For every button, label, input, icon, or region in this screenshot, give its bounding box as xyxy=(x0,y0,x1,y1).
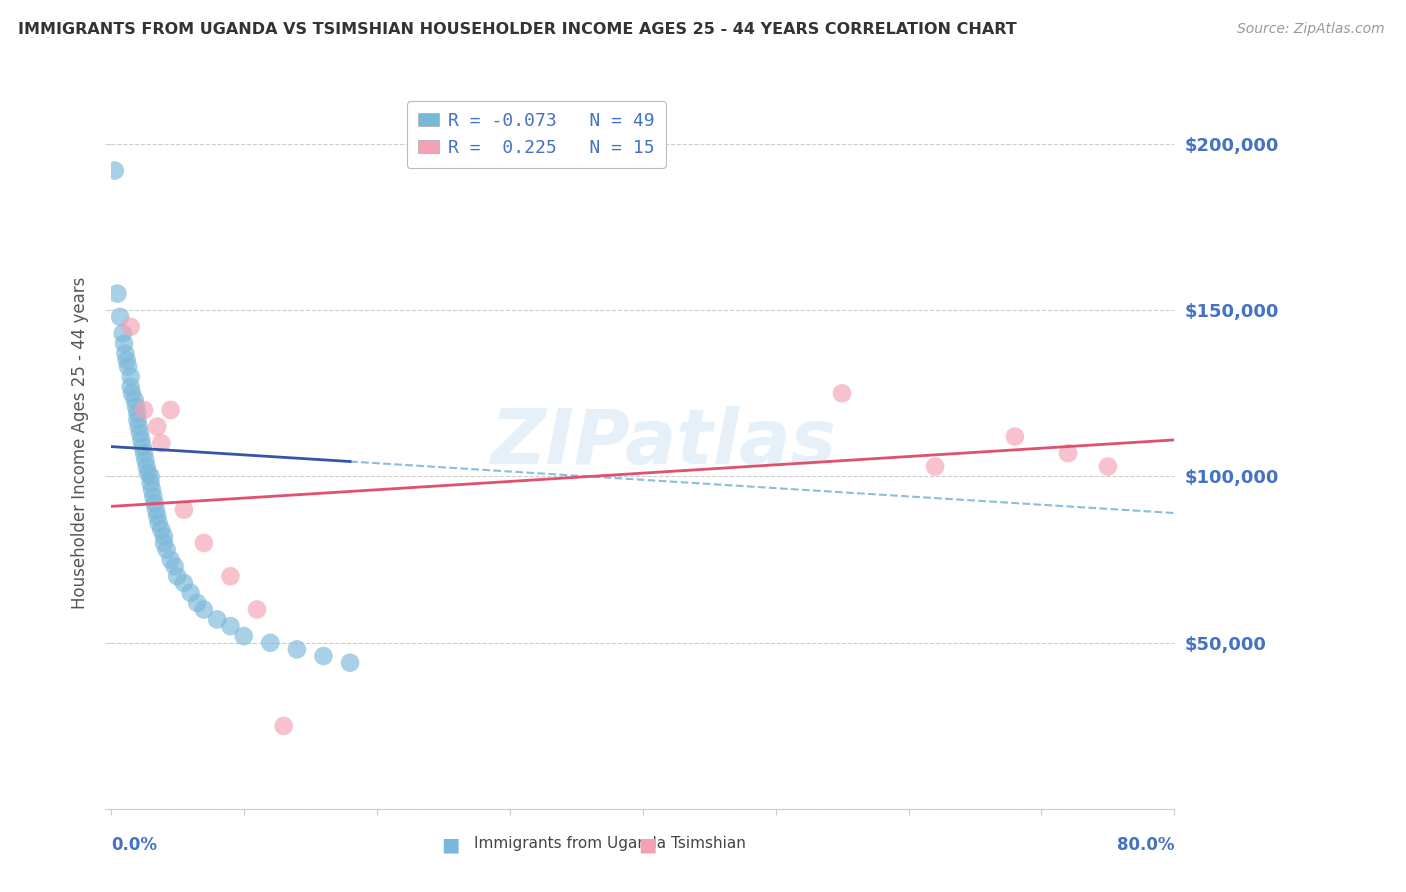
Text: ■: ■ xyxy=(638,836,657,855)
Y-axis label: Householder Income Ages 25 - 44 years: Householder Income Ages 25 - 44 years xyxy=(72,277,89,609)
Point xyxy=(193,602,215,616)
Point xyxy=(159,552,181,566)
Point xyxy=(339,656,361,670)
Text: 0.0%: 0.0% xyxy=(111,836,156,854)
Point xyxy=(285,642,308,657)
Point xyxy=(142,490,165,504)
Point xyxy=(155,542,177,557)
Point xyxy=(127,413,149,427)
Point xyxy=(104,163,127,178)
Point xyxy=(115,353,138,368)
Point xyxy=(246,602,269,616)
Point xyxy=(129,426,152,441)
Point xyxy=(259,636,281,650)
Point xyxy=(159,403,181,417)
Text: ■: ■ xyxy=(441,836,460,855)
Point xyxy=(831,386,853,401)
Point xyxy=(131,440,153,454)
Point xyxy=(173,575,195,590)
Point xyxy=(134,453,156,467)
Point xyxy=(163,559,186,574)
Point xyxy=(132,403,155,417)
Point xyxy=(128,419,150,434)
Point xyxy=(173,502,195,516)
Point xyxy=(312,648,335,663)
Point xyxy=(107,286,129,301)
Point xyxy=(143,496,166,510)
Text: ZIPatlas: ZIPatlas xyxy=(491,406,837,480)
Point xyxy=(120,369,142,384)
Text: Immigrants from Uganda: Immigrants from Uganda xyxy=(474,836,666,851)
Point xyxy=(148,516,170,530)
Point xyxy=(120,380,142,394)
Point xyxy=(153,529,176,543)
Point xyxy=(145,502,167,516)
Point xyxy=(150,523,173,537)
Point xyxy=(131,433,153,447)
Point xyxy=(205,612,228,626)
Point xyxy=(186,596,208,610)
Point xyxy=(166,569,188,583)
Point xyxy=(180,586,202,600)
Point xyxy=(146,419,169,434)
Point xyxy=(120,319,142,334)
Point xyxy=(1057,446,1080,460)
Point xyxy=(232,629,254,643)
Point xyxy=(139,476,162,491)
Point xyxy=(139,469,162,483)
Point xyxy=(127,406,149,420)
Text: Source: ZipAtlas.com: Source: ZipAtlas.com xyxy=(1237,22,1385,37)
Point xyxy=(193,536,215,550)
Point xyxy=(111,326,134,341)
Point xyxy=(114,346,136,360)
Point xyxy=(141,483,163,497)
Legend: R = -0.073   N = 49, R =  0.225   N = 15: R = -0.073 N = 49, R = 0.225 N = 15 xyxy=(406,101,665,168)
Point xyxy=(124,392,146,407)
Point xyxy=(219,569,242,583)
Point xyxy=(1097,459,1119,474)
Point xyxy=(117,359,139,374)
Point xyxy=(219,619,242,633)
Text: IMMIGRANTS FROM UGANDA VS TSIMSHIAN HOUSEHOLDER INCOME AGES 25 - 44 YEARS CORREL: IMMIGRANTS FROM UGANDA VS TSIMSHIAN HOUS… xyxy=(18,22,1017,37)
Point xyxy=(273,719,295,733)
Point xyxy=(132,446,155,460)
Point xyxy=(112,336,135,351)
Point xyxy=(108,310,131,324)
Text: Tsimshian: Tsimshian xyxy=(671,836,745,851)
Point xyxy=(150,436,173,450)
Point xyxy=(924,459,946,474)
Point xyxy=(125,400,148,414)
Text: 80.0%: 80.0% xyxy=(1116,836,1174,854)
Point xyxy=(136,466,159,480)
Point xyxy=(146,509,169,524)
Point xyxy=(121,386,143,401)
Point xyxy=(1004,429,1026,443)
Point xyxy=(135,459,157,474)
Point xyxy=(153,536,176,550)
